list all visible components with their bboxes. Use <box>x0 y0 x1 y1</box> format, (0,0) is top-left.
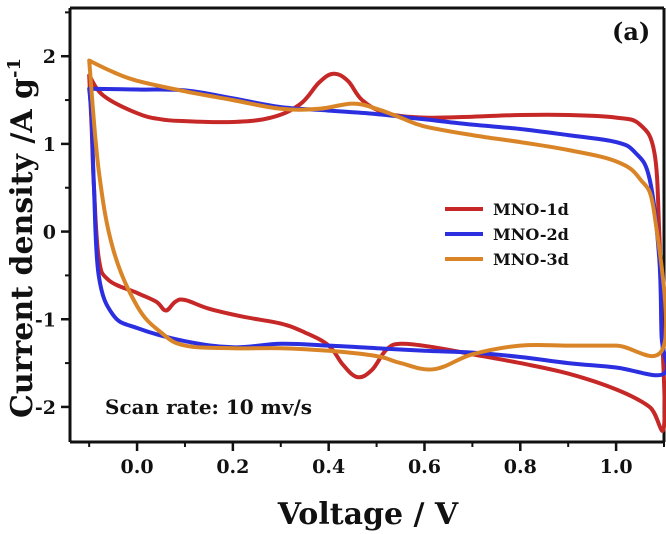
series-layer <box>87 58 666 433</box>
y-axis-ticks: 2 1 0 -1 -2 <box>35 11 70 419</box>
x-tick-label: 1.0 <box>600 456 633 478</box>
legend-label: MNO-2d <box>493 225 569 244</box>
y-tick-label: 2 <box>43 46 56 68</box>
y-tick-label: 1 <box>43 134 56 156</box>
legend-label: MNO-1d <box>493 200 569 219</box>
y-tick-label: -2 <box>35 397 56 419</box>
y-tick-label: -1 <box>35 309 56 331</box>
panel-label: (a) <box>612 17 650 46</box>
series-line-mno-3d <box>87 58 666 372</box>
y-axis-label-group: Current density /A g-1 <box>4 58 40 418</box>
x-tick-label: 0.4 <box>312 456 345 478</box>
x-tick-label: 0.6 <box>408 456 441 478</box>
scan-rate-annotation: Scan rate: 10 mv/s <box>105 395 312 419</box>
x-axis-ticks: 0.0 0.2 0.4 0.6 0.8 1.0 <box>88 442 665 478</box>
y-tick-label: 0 <box>43 222 56 244</box>
legend-label: MNO-3d <box>493 250 569 269</box>
series-line-mno-1d <box>87 71 666 433</box>
x-tick-label: 0.0 <box>121 456 154 478</box>
y-axis-label-superscript: -1 <box>4 58 25 78</box>
legend: MNO-1d MNO-2d MNO-3d <box>445 200 569 269</box>
series-line-mno-2d <box>87 86 666 378</box>
x-axis-label: Voltage / V <box>277 497 459 532</box>
x-tick-label: 0.8 <box>504 456 537 478</box>
x-tick-label: 0.2 <box>216 456 249 478</box>
y-axis-label: Current density /A g-1 <box>4 58 40 418</box>
y-axis-label-main: Current density /A g <box>5 78 40 418</box>
